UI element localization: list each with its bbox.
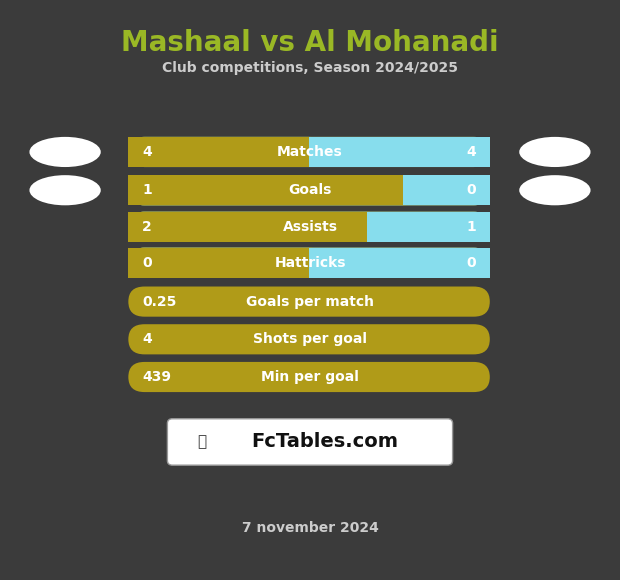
FancyBboxPatch shape bbox=[128, 175, 419, 205]
Bar bbox=[128, 175, 403, 205]
Bar bbox=[367, 212, 490, 242]
FancyBboxPatch shape bbox=[128, 137, 490, 167]
FancyBboxPatch shape bbox=[128, 324, 490, 354]
Text: 1: 1 bbox=[466, 220, 476, 234]
Text: 0.25: 0.25 bbox=[142, 295, 176, 309]
Ellipse shape bbox=[520, 175, 590, 205]
FancyBboxPatch shape bbox=[128, 175, 490, 205]
Bar bbox=[403, 175, 490, 205]
Bar bbox=[128, 212, 367, 242]
FancyBboxPatch shape bbox=[128, 248, 490, 278]
Text: 📊: 📊 bbox=[197, 434, 206, 450]
Text: Assists: Assists bbox=[283, 220, 337, 234]
Ellipse shape bbox=[29, 137, 100, 167]
Bar bbox=[128, 248, 309, 278]
Text: Mashaal vs Al Mohanadi: Mashaal vs Al Mohanadi bbox=[121, 29, 499, 57]
FancyBboxPatch shape bbox=[128, 212, 490, 242]
FancyBboxPatch shape bbox=[128, 287, 490, 317]
Text: 4: 4 bbox=[466, 145, 476, 159]
FancyBboxPatch shape bbox=[128, 362, 490, 392]
Text: Club competitions, Season 2024/2025: Club competitions, Season 2024/2025 bbox=[162, 61, 458, 75]
Text: FcTables.com: FcTables.com bbox=[250, 433, 398, 451]
Text: Goals per match: Goals per match bbox=[246, 295, 374, 309]
Text: 0: 0 bbox=[142, 256, 152, 270]
Ellipse shape bbox=[29, 175, 100, 205]
Ellipse shape bbox=[520, 137, 590, 167]
FancyBboxPatch shape bbox=[128, 248, 326, 278]
Text: 0: 0 bbox=[466, 256, 476, 270]
Text: 0: 0 bbox=[466, 183, 476, 197]
Text: Min per goal: Min per goal bbox=[261, 370, 359, 384]
Text: 1: 1 bbox=[142, 183, 152, 197]
Text: 7 november 2024: 7 november 2024 bbox=[242, 521, 378, 535]
FancyBboxPatch shape bbox=[128, 212, 383, 242]
Text: 4: 4 bbox=[142, 145, 152, 159]
Bar bbox=[309, 137, 490, 167]
FancyBboxPatch shape bbox=[128, 212, 490, 242]
FancyBboxPatch shape bbox=[128, 137, 326, 167]
FancyBboxPatch shape bbox=[167, 419, 453, 465]
Text: Hattricks: Hattricks bbox=[274, 256, 346, 270]
FancyBboxPatch shape bbox=[128, 137, 490, 167]
Text: 4: 4 bbox=[142, 332, 152, 346]
Bar bbox=[128, 137, 309, 167]
Text: Matches: Matches bbox=[277, 145, 343, 159]
Text: Goals: Goals bbox=[288, 183, 332, 197]
Bar bbox=[309, 248, 490, 278]
Text: 2: 2 bbox=[142, 220, 152, 234]
Text: Shots per goal: Shots per goal bbox=[253, 332, 367, 346]
Text: 439: 439 bbox=[142, 370, 171, 384]
FancyBboxPatch shape bbox=[128, 175, 490, 205]
FancyBboxPatch shape bbox=[128, 248, 490, 278]
